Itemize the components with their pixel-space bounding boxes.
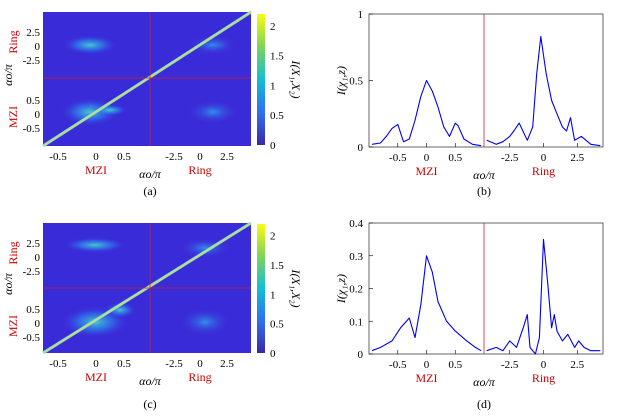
series-line-mzi [371, 255, 482, 352]
line-x-tick-label: -2.5 [501, 152, 519, 164]
heatmap-xlabel: αo/π [139, 167, 162, 181]
series-line-ring [486, 36, 601, 147]
colorbar-tick-label: 2 [270, 21, 276, 33]
x-group-label-ring: Ring [188, 370, 211, 384]
heatmap-xlabel: αo/π [139, 374, 162, 388]
line-y-tick-label: 0 [358, 349, 364, 361]
x-group-label-mzi: MZI [85, 370, 107, 384]
heatmap-x-tick-label: -2.5 [165, 151, 183, 163]
colorbar-title: I(X₁,X₂) [289, 269, 303, 308]
colorbar-tick-label: 1.5 [270, 51, 284, 63]
colorbar-tick-label: 0 [270, 348, 276, 360]
line-x-tick-label: 0.5 [448, 359, 462, 371]
series-line-mzi [371, 79, 482, 147]
heatmap-c-blob [179, 308, 231, 336]
line-y-tick-label: 1 [358, 9, 364, 21]
heatmap-a-diagonal-core [42, 11, 252, 147]
panel-caption: (b) [477, 184, 491, 198]
generated-marks: -0.5 0 0.5 -2.5 0 2.5 MZI Ring αo/π 2.5 0 -2.5 0.5 0 -… [1, 9, 601, 411]
colorbar-a [257, 14, 265, 145]
line-x-tick-label: -0.5 [389, 359, 407, 371]
line-x-tick-label: 2.5 [570, 152, 584, 164]
line-y-tick-label: 0.4 [349, 218, 363, 230]
heatmap-x-tick-label: 2.5 [220, 151, 234, 163]
line-x-tick-label: 0 [541, 359, 547, 371]
heatmap-y-tick-label: 0.5 [26, 95, 40, 107]
y-group-label-mzi: MZI [6, 106, 20, 128]
heatmap-y-tick-label: 0 [35, 252, 41, 264]
heatmap-y-tick-label: -2.5 [23, 266, 41, 278]
line-x-tick-label: 0 [541, 152, 547, 164]
heatmap-c-blob [104, 302, 136, 318]
y-group-label-ring: Ring [6, 241, 20, 264]
heatmap-a-blob [189, 35, 237, 55]
heatmap-y-tick-label: -0.5 [23, 332, 41, 344]
line-ylabel: I(χ₁,z) [334, 66, 348, 96]
colorbar-c [257, 224, 265, 353]
line-x-tick-label: -2.5 [501, 359, 519, 371]
heatmap-ylabel: αo/π [1, 63, 15, 86]
panel-caption: (d) [477, 397, 491, 411]
colorbar-title: I(X₁,X₂) [289, 60, 303, 99]
heatmap-y-tick-label: 0 [35, 109, 41, 121]
colorbar-tick-label: 0.5 [270, 319, 284, 331]
heatmap-y-tick-label: 0 [35, 318, 41, 330]
line-y-tick-label: 0.3 [349, 251, 363, 263]
line-y-tick-label: 0.2 [349, 284, 363, 296]
line-x-tick-label: 2.5 [570, 359, 584, 371]
heatmap-x-tick-label: -0.5 [49, 151, 67, 163]
panel-caption: (a) [143, 184, 156, 198]
line-y-tick-label: 0.5 [349, 76, 363, 88]
line-y-tick-label: 0.1 [349, 316, 363, 328]
y-group-label-ring: Ring [6, 30, 20, 53]
colorbar-tick-label: 0.5 [270, 110, 284, 122]
line-x-tick-label: 0 [424, 152, 430, 164]
colorbar-tick-label: 1 [270, 80, 276, 92]
x-group-label-ring: Ring [532, 164, 555, 178]
heatmap-x-tick-label: 2.5 [220, 358, 234, 370]
line-xlabel: αo/π [473, 375, 496, 389]
line-x-tick-label: -0.5 [389, 152, 407, 164]
x-group-label-ring: Ring [532, 371, 555, 385]
line-y-tick-label: 0 [358, 142, 364, 154]
line-ylabel: I(χ₁,z) [334, 274, 348, 304]
heatmap-x-tick-label: 0.5 [117, 358, 131, 370]
line-x-tick-label: 0.5 [448, 152, 462, 164]
heatmap-panel-a [42, 10, 265, 148]
x-group-label-mzi: MZI [85, 163, 107, 177]
heatmap-y-tick-label: 0 [35, 41, 41, 53]
colorbar-tick-label: 0 [270, 140, 276, 152]
heatmap-ylabel: αo/π [1, 272, 15, 295]
line-x-tick-label: 0 [424, 359, 430, 371]
y-group-label-mzi: MZI [6, 315, 20, 337]
colorbar-tick-label: 2 [270, 231, 276, 243]
x-group-label-mzi: MZI [416, 371, 438, 385]
heatmap-c-blob [63, 237, 127, 253]
heatmap-y-tick-label: 0.5 [26, 304, 40, 316]
heatmap-panel-c [42, 221, 265, 355]
heatmap-y-tick-label: -2.5 [23, 55, 41, 67]
line-xlabel: αo/π [473, 168, 496, 182]
colorbar-tick-label: 1.5 [270, 260, 284, 272]
heatmap-y-tick-label: 2.5 [26, 27, 40, 39]
heatmap-y-tick-label: 2.5 [26, 238, 40, 250]
series-line-ring [486, 238, 601, 355]
x-group-label-mzi: MZI [416, 164, 438, 178]
heatmap-x-tick-label: 0.5 [117, 151, 131, 163]
heatmap-x-tick-label: -0.5 [49, 358, 67, 370]
heatmap-x-tick-label: 0 [197, 358, 203, 370]
heatmap-x-tick-label: 0 [93, 358, 99, 370]
heatmap-x-tick-label: 0 [197, 151, 203, 163]
heatmap-x-tick-label: 0 [93, 151, 99, 163]
heatmap-a-blob [187, 100, 239, 124]
heatmap-a-blob [62, 35, 118, 55]
colorbar-tick-label: 1 [270, 289, 276, 301]
heatmap-x-tick-label: -2.5 [165, 358, 183, 370]
heatmap-y-tick-label: -0.5 [23, 123, 41, 135]
panel-caption: (c) [143, 397, 156, 411]
x-group-label-ring: Ring [188, 163, 211, 177]
